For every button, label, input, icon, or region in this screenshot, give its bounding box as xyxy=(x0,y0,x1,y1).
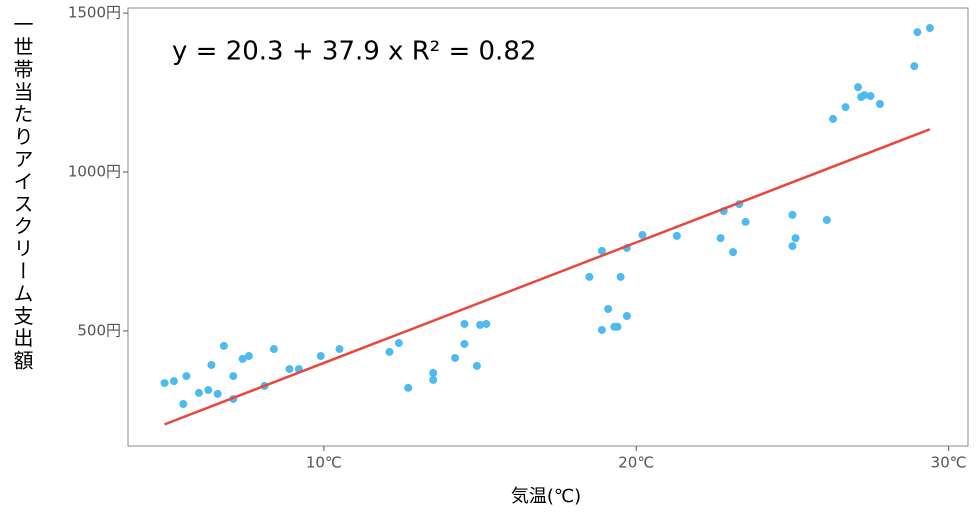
point xyxy=(482,319,491,328)
regression-line xyxy=(164,128,931,426)
point xyxy=(822,216,831,225)
point xyxy=(613,322,622,331)
point xyxy=(866,92,875,101)
point xyxy=(741,217,750,226)
point xyxy=(585,272,594,281)
y-tick-label: 1500円 xyxy=(68,4,121,22)
equation: y = 20.3 + 37.9 x R² = 0.82 xyxy=(172,37,536,67)
point xyxy=(472,361,481,370)
point xyxy=(616,272,625,281)
x-axis-label: 気温(℃) xyxy=(511,486,581,507)
point xyxy=(335,345,344,354)
point xyxy=(316,352,325,361)
point xyxy=(854,83,863,92)
x-tick-label: 20℃ xyxy=(618,454,654,472)
point xyxy=(269,345,278,354)
point xyxy=(788,210,797,219)
point xyxy=(207,360,216,369)
point xyxy=(716,234,725,243)
point xyxy=(213,389,222,398)
point xyxy=(229,372,238,381)
y-axis-label: 一世帯当たりアイスクリーム支出額 xyxy=(10,14,34,372)
point xyxy=(638,230,647,239)
point xyxy=(460,339,469,348)
point xyxy=(404,383,413,392)
point xyxy=(672,231,681,240)
point xyxy=(194,388,203,397)
point xyxy=(910,62,919,71)
point xyxy=(429,368,438,377)
point xyxy=(244,352,253,361)
point xyxy=(204,386,213,395)
point xyxy=(829,114,838,123)
point xyxy=(476,320,485,329)
x-tick-label: 30℃ xyxy=(931,454,967,472)
point xyxy=(841,103,850,112)
point xyxy=(729,248,738,257)
point xyxy=(460,319,469,328)
point xyxy=(791,234,800,243)
point xyxy=(451,353,460,362)
point xyxy=(604,305,613,314)
point xyxy=(429,375,438,384)
point xyxy=(875,99,884,108)
point xyxy=(394,339,403,348)
point xyxy=(597,246,606,255)
point xyxy=(385,347,394,356)
point xyxy=(622,311,631,320)
point xyxy=(925,24,934,33)
y-tick-label: 1000円 xyxy=(68,163,121,181)
point xyxy=(219,341,228,350)
point xyxy=(913,28,922,37)
x-tick-label: 10℃ xyxy=(306,454,342,472)
point xyxy=(788,242,797,251)
point xyxy=(238,354,247,363)
point xyxy=(179,400,188,409)
point xyxy=(285,365,294,374)
point xyxy=(169,377,178,386)
y-tick-label: 500円 xyxy=(77,321,121,339)
plot-border xyxy=(127,7,969,447)
point xyxy=(597,325,606,334)
point xyxy=(182,372,191,381)
point xyxy=(860,91,869,100)
point xyxy=(160,379,169,388)
